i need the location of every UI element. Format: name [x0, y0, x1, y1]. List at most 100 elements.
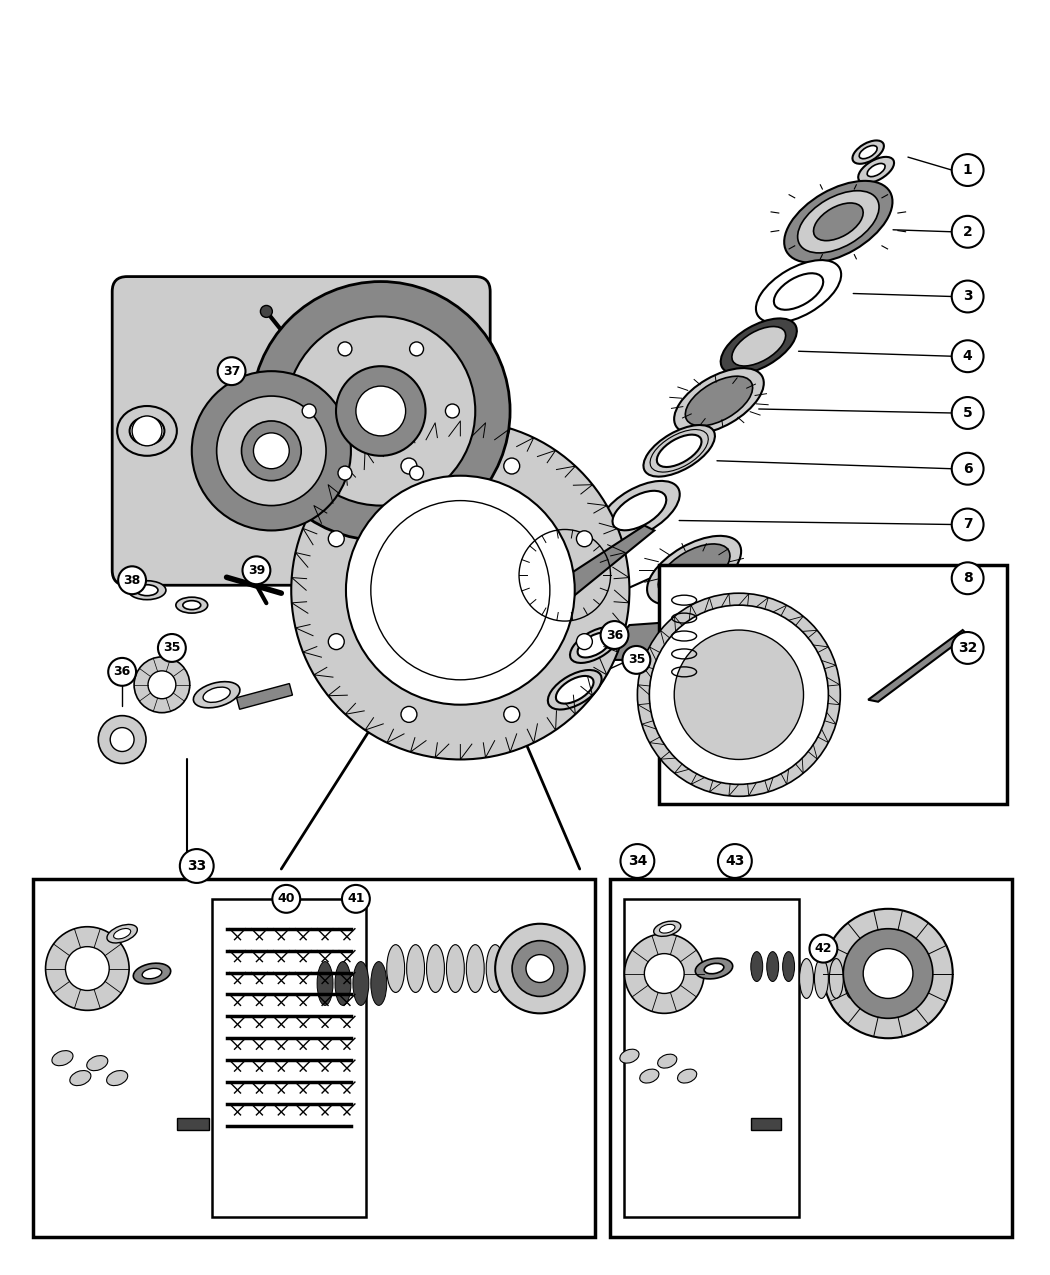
Ellipse shape — [647, 536, 741, 604]
Ellipse shape — [705, 964, 723, 974]
Circle shape — [401, 458, 417, 474]
Ellipse shape — [766, 951, 779, 982]
Circle shape — [674, 630, 803, 760]
Bar — [33, 878, 594, 1237]
Circle shape — [951, 280, 984, 312]
Bar — [659, 565, 1007, 805]
Circle shape — [410, 342, 423, 356]
Ellipse shape — [87, 1056, 108, 1071]
Ellipse shape — [657, 1054, 677, 1068]
Circle shape — [512, 941, 568, 997]
Circle shape — [718, 844, 752, 878]
Ellipse shape — [732, 326, 785, 366]
FancyBboxPatch shape — [112, 277, 490, 585]
Text: 42: 42 — [815, 942, 833, 955]
Circle shape — [342, 885, 370, 913]
Ellipse shape — [815, 959, 828, 998]
Ellipse shape — [639, 1070, 659, 1082]
Text: 37: 37 — [223, 365, 240, 377]
Ellipse shape — [784, 181, 892, 263]
Circle shape — [251, 282, 510, 541]
Ellipse shape — [69, 1071, 91, 1085]
Circle shape — [329, 634, 344, 649]
Circle shape — [45, 927, 129, 1010]
Polygon shape — [545, 525, 654, 595]
Ellipse shape — [136, 585, 158, 595]
Circle shape — [649, 606, 828, 784]
Ellipse shape — [426, 945, 444, 992]
Circle shape — [243, 556, 270, 584]
Circle shape — [823, 909, 952, 1038]
Ellipse shape — [686, 376, 753, 426]
Ellipse shape — [612, 491, 667, 530]
Ellipse shape — [620, 1049, 639, 1063]
Ellipse shape — [751, 951, 762, 982]
Circle shape — [951, 340, 984, 372]
Ellipse shape — [674, 368, 763, 434]
Text: 35: 35 — [163, 641, 181, 654]
Circle shape — [110, 728, 134, 751]
Circle shape — [401, 706, 417, 723]
Ellipse shape — [782, 951, 795, 982]
Bar — [610, 878, 1012, 1237]
Bar — [176, 1118, 209, 1130]
Circle shape — [345, 476, 574, 705]
Circle shape — [356, 386, 405, 436]
Circle shape — [338, 467, 352, 481]
Text: 3: 3 — [963, 289, 972, 303]
Ellipse shape — [133, 963, 171, 984]
Circle shape — [99, 715, 146, 764]
Circle shape — [158, 634, 186, 662]
Ellipse shape — [799, 959, 814, 998]
Circle shape — [192, 371, 351, 530]
Ellipse shape — [107, 1071, 128, 1085]
Circle shape — [951, 397, 984, 428]
Text: 35: 35 — [628, 653, 645, 667]
Circle shape — [216, 397, 327, 506]
Ellipse shape — [858, 157, 894, 184]
Ellipse shape — [107, 924, 138, 944]
Circle shape — [951, 632, 984, 664]
Circle shape — [272, 885, 300, 913]
Text: 5: 5 — [963, 405, 972, 419]
Circle shape — [843, 928, 932, 1019]
Circle shape — [329, 530, 344, 547]
Bar — [625, 899, 799, 1218]
Ellipse shape — [600, 481, 679, 541]
Polygon shape — [600, 620, 699, 660]
Ellipse shape — [193, 682, 239, 708]
Text: 36: 36 — [113, 666, 131, 678]
Ellipse shape — [657, 435, 701, 467]
Ellipse shape — [720, 319, 797, 374]
Circle shape — [951, 562, 984, 594]
Circle shape — [951, 154, 984, 186]
Ellipse shape — [446, 945, 464, 992]
Ellipse shape — [659, 924, 675, 933]
Circle shape — [132, 416, 162, 446]
Ellipse shape — [677, 1070, 697, 1082]
Bar — [212, 899, 365, 1218]
Text: 43: 43 — [726, 854, 744, 868]
Circle shape — [645, 954, 685, 993]
Circle shape — [242, 421, 301, 481]
Ellipse shape — [203, 687, 230, 703]
Ellipse shape — [142, 968, 162, 979]
Ellipse shape — [859, 145, 877, 158]
Circle shape — [336, 366, 425, 455]
Circle shape — [526, 955, 553, 983]
Ellipse shape — [570, 627, 620, 663]
Circle shape — [576, 634, 592, 649]
Circle shape — [291, 421, 629, 760]
Ellipse shape — [756, 260, 841, 323]
Ellipse shape — [466, 945, 484, 992]
Polygon shape — [868, 630, 968, 701]
Circle shape — [410, 467, 423, 481]
Ellipse shape — [844, 959, 858, 998]
Text: 34: 34 — [628, 854, 647, 868]
Ellipse shape — [113, 928, 130, 938]
Ellipse shape — [654, 921, 680, 936]
Circle shape — [496, 924, 585, 1014]
Circle shape — [625, 933, 705, 1014]
Text: 33: 33 — [187, 859, 207, 873]
Bar — [751, 1118, 780, 1130]
